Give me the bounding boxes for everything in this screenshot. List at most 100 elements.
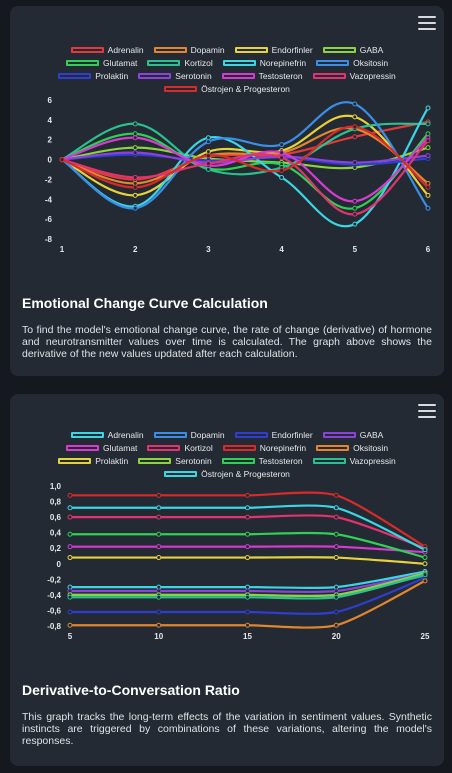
data-point[interactable] <box>352 205 358 211</box>
data-point[interactable] <box>67 531 73 537</box>
data-point[interactable] <box>205 135 211 141</box>
data-point[interactable] <box>333 505 339 511</box>
data-point[interactable] <box>245 514 250 520</box>
legend-item-gaba[interactable]: GABA <box>322 430 383 440</box>
data-point[interactable] <box>245 594 250 600</box>
data-point[interactable] <box>333 622 339 628</box>
data-point[interactable] <box>333 609 339 615</box>
series-ostrojen-and-progesteron[interactable] <box>67 504 428 553</box>
data-point[interactable] <box>425 145 431 151</box>
legend-item-glutamat[interactable]: Glutamat <box>65 443 137 453</box>
data-point[interactable] <box>425 131 431 137</box>
legend-item-endorfinler[interactable]: Endorfinler <box>234 430 313 440</box>
legend-item-vazopressin[interactable]: Vazopressin <box>312 456 396 466</box>
series-vazopressin[interactable] <box>59 138 431 217</box>
data-point[interactable] <box>132 121 138 127</box>
data-point[interactable] <box>245 505 250 511</box>
data-point[interactable] <box>422 578 428 584</box>
chart-menu-button[interactable] <box>418 404 436 418</box>
data-point[interactable] <box>422 561 428 567</box>
data-point[interactable] <box>333 555 339 561</box>
legend-item-oksitosin[interactable]: Oksitosin <box>316 58 388 68</box>
data-point[interactable] <box>333 514 339 520</box>
data-point[interactable] <box>132 180 138 186</box>
data-point[interactable] <box>132 174 138 180</box>
series-testosteron[interactable] <box>59 135 431 204</box>
legend-item-dopamin[interactable]: Dopamin <box>153 45 225 55</box>
data-point[interactable] <box>205 161 211 167</box>
series-glutamat[interactable] <box>59 131 431 211</box>
series-testosteron[interactable] <box>67 531 428 561</box>
series-norepinefrin[interactable] <box>67 491 428 550</box>
data-point[interactable] <box>245 555 250 561</box>
data-point[interactable] <box>333 544 339 550</box>
legend-item-norepinefrin[interactable]: Norepinefrin <box>222 443 306 453</box>
legend-item-glutamat[interactable]: Glutamat <box>65 58 137 68</box>
legend-item-oksitosin[interactable]: Oksitosin <box>316 443 388 453</box>
data-point[interactable] <box>425 153 431 159</box>
legend-item-kortizol[interactable]: Kortizol <box>147 443 213 453</box>
legend-item-vazopressin[interactable]: Vazopressin <box>312 71 396 81</box>
chart-menu-button[interactable] <box>418 16 436 30</box>
data-point[interactable] <box>422 547 428 553</box>
series-ostrojen-and-progesteron[interactable] <box>59 124 431 190</box>
legend-item-kortizol[interactable]: Kortizol <box>147 58 213 68</box>
legend-item-testosteron[interactable]: Testosteron <box>221 456 303 466</box>
data-point[interactable] <box>156 505 162 511</box>
data-point[interactable] <box>156 531 162 537</box>
data-point[interactable] <box>132 131 138 137</box>
data-point[interactable] <box>333 492 339 498</box>
data-point[interactable] <box>333 594 339 600</box>
data-point[interactable] <box>132 192 138 198</box>
series-glutamat[interactable] <box>67 544 428 555</box>
data-point[interactable] <box>156 514 162 520</box>
data-point[interactable] <box>279 155 285 161</box>
data-point[interactable] <box>59 157 65 163</box>
data-point[interactable] <box>352 198 358 204</box>
legend-item-ostrojen-and-progesteron[interactable]: Östrojen & Progesteron <box>164 84 290 94</box>
data-point[interactable] <box>132 145 138 151</box>
series-vazopressin[interactable] <box>67 572 428 600</box>
data-point[interactable] <box>352 221 358 227</box>
data-point[interactable] <box>245 492 250 498</box>
data-point[interactable] <box>352 134 358 140</box>
data-point[interactable] <box>425 184 431 190</box>
series-oksitosin[interactable] <box>59 101 431 211</box>
data-point[interactable] <box>132 135 138 141</box>
data-point[interactable] <box>333 531 339 537</box>
data-point[interactable] <box>156 594 162 600</box>
data-point[interactable] <box>205 139 211 145</box>
data-point[interactable] <box>245 609 250 615</box>
legend-item-gaba[interactable]: GABA <box>322 45 383 55</box>
series-prolaktin[interactable] <box>67 555 428 567</box>
data-point[interactable] <box>352 124 358 130</box>
data-point[interactable] <box>425 192 431 198</box>
data-point[interactable] <box>67 622 73 628</box>
data-point[interactable] <box>205 153 211 159</box>
data-point[interactable] <box>279 150 285 156</box>
data-point[interactable] <box>245 531 250 537</box>
data-point[interactable] <box>156 492 162 498</box>
legend-item-adrenalin[interactable]: Adrenalin <box>70 430 144 440</box>
data-point[interactable] <box>352 114 358 120</box>
legend-item-serotonin[interactable]: Serotonin <box>138 71 212 81</box>
data-point[interactable] <box>67 544 73 550</box>
data-point[interactable] <box>352 101 358 107</box>
data-point[interactable] <box>425 205 431 211</box>
data-point[interactable] <box>67 594 73 600</box>
data-point[interactable] <box>156 609 162 615</box>
legend-item-prolaktin[interactable]: Prolaktin <box>58 71 128 81</box>
data-point[interactable] <box>67 514 73 520</box>
data-point[interactable] <box>205 167 211 172</box>
data-point[interactable] <box>279 142 285 148</box>
data-point[interactable] <box>425 105 431 111</box>
legend-item-adrenalin[interactable]: Adrenalin <box>70 45 144 55</box>
legend-item-endorfinler[interactable]: Endorfinler <box>234 45 313 55</box>
data-point[interactable] <box>422 555 428 561</box>
legend-item-serotonin[interactable]: Serotonin <box>138 456 212 466</box>
data-point[interactable] <box>279 167 285 173</box>
data-point[interactable] <box>132 205 138 211</box>
legend-item-prolaktin[interactable]: Prolaktin <box>58 456 128 466</box>
data-point[interactable] <box>156 555 162 561</box>
data-point[interactable] <box>425 121 431 127</box>
